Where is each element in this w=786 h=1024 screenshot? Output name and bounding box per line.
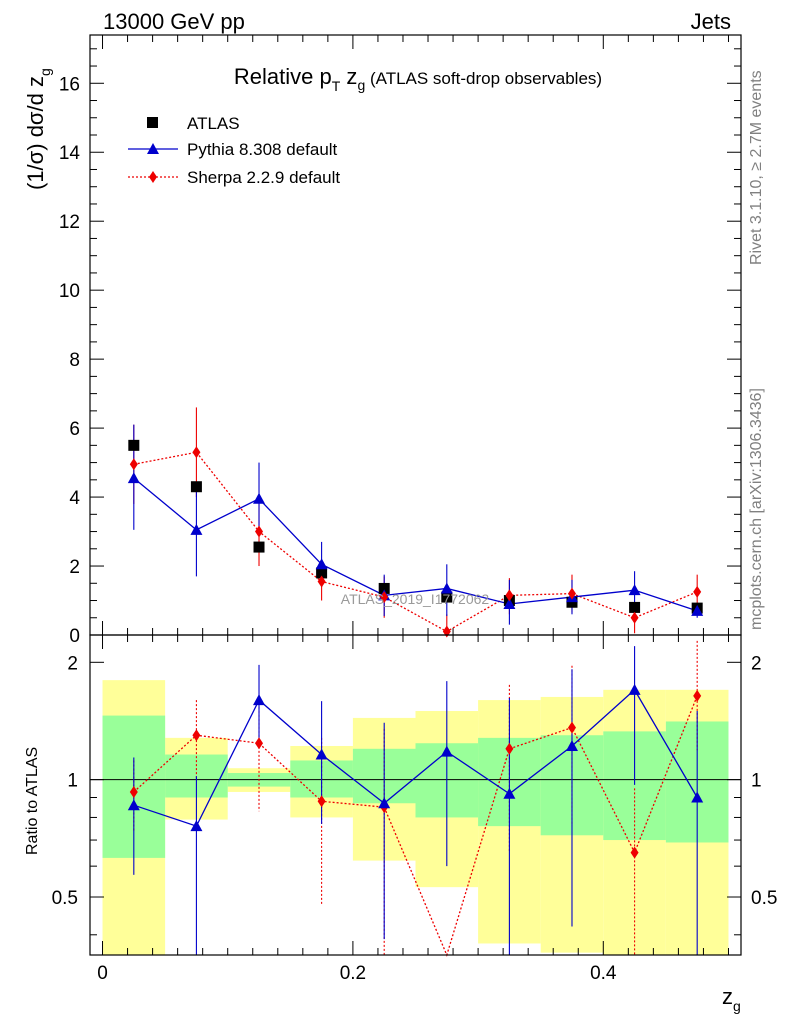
ratio-sherpa-point [567, 721, 576, 734]
ratio-pythia-line [133, 688, 698, 827]
ratio-pythia-point [565, 739, 578, 751]
x-tick-label: 0 [97, 963, 108, 984]
ylabel-sub: g [37, 68, 53, 76]
atlas-point [316, 567, 328, 579]
sherpa-point [255, 525, 264, 538]
sherpa-point [442, 625, 451, 638]
sherpa-point [129, 458, 138, 471]
main-y-tick-label: 6 [69, 419, 80, 440]
sherpa-point [693, 585, 702, 598]
main-y-tick-label: 4 [69, 488, 80, 509]
ylabel-main: (1/σ) dσ/d z [23, 76, 48, 190]
atlas-point [378, 582, 390, 594]
pythia-point [315, 558, 328, 570]
ratio-sherpa-point [129, 785, 138, 798]
main-y-tick-label: 14 [59, 143, 81, 164]
xlabel-sub: g [733, 998, 741, 1014]
main-y-tick-label: 10 [59, 281, 80, 302]
main-y-tick-label: 16 [59, 74, 80, 95]
title-sub-g: g [357, 77, 365, 93]
ratio-sherpa-point [255, 737, 264, 750]
main-y-tick-label: 0 [69, 626, 80, 647]
ratio-sherpa-point [630, 846, 639, 859]
xlabel: zg [722, 984, 741, 1014]
main-panel: 0 2 4 6 8 10 12 14 16 [59, 34, 742, 647]
ratio-pythia-point [190, 820, 203, 832]
atlas-point [566, 596, 578, 608]
pythia-point [190, 523, 203, 535]
ratio-panel: 0.5 0.5 1 1 2 2 [52, 634, 777, 957]
pythia-point [691, 604, 704, 616]
legend-atlas-label: ATLAS [187, 114, 240, 133]
mcplots-label: mcplots.cern.ch [arXiv:1306.3436] [748, 388, 765, 630]
atlas-point [253, 541, 265, 553]
ratio-pythia-point [503, 787, 516, 799]
sherpa-point [380, 591, 389, 604]
pythia-line [133, 477, 698, 612]
ratio-sherpa-point [192, 729, 201, 742]
x-tick-label: 0.4 [590, 963, 617, 984]
ratio-ylabel: Ratio to ATLAS [24, 747, 41, 855]
title-sub-t: T [332, 78, 341, 94]
atlas-point [441, 591, 453, 603]
ratio-y-tick-label: 1 [67, 771, 78, 792]
watermark-label: ATLAS_2019_I1772062 [341, 591, 490, 607]
ratio-sherpa-line [133, 695, 698, 957]
title-rest: (ATLAS soft-drop observables) [365, 69, 602, 88]
ratio-y-tick-label: 0.5 [52, 888, 78, 909]
ratio-y-tick-label-right: 1 [751, 771, 762, 792]
legend-atlas-marker [147, 117, 158, 128]
pythia-point [503, 597, 516, 609]
main-y-tick-label: 2 [69, 557, 80, 578]
ratio-y-tick-label: 2 [67, 653, 78, 674]
legend-pythia-label: Pythia 8.308 default [187, 140, 338, 159]
pythia-point [440, 582, 453, 594]
pythia-point [127, 472, 140, 484]
ratio-pythia-point [253, 694, 266, 706]
x-tick-label: 0.2 [340, 963, 366, 984]
main-ylabel: (1/σ) dσ/d zg [23, 68, 53, 190]
ratio-pythia-point [628, 683, 641, 695]
atlas-point [190, 481, 202, 493]
pythia-point [253, 492, 266, 504]
ratio-pythia-point [691, 791, 704, 803]
xlabel-main: z [722, 984, 733, 1009]
rivet-label: Rivet 3.1.10, ≥ 2.7M events [748, 70, 765, 265]
ratio-frame [89, 634, 742, 956]
sherpa-point [317, 575, 326, 588]
main-y-tick-label: 8 [69, 350, 80, 371]
ratio-pythia-point [440, 745, 453, 757]
ratio-y-tick-label-right: 2 [751, 653, 762, 674]
energy-label: 13000 GeV pp [103, 9, 245, 34]
main-y-tick-label: 12 [59, 212, 80, 233]
ratio-sherpa-point [505, 742, 514, 755]
ratio-sherpa-point [317, 795, 326, 808]
legend-sherpa-marker [149, 171, 157, 183]
pythia-point [628, 584, 641, 596]
legend: ATLAS Pythia 8.308 default Sherpa 2.2.9 … [128, 114, 340, 187]
legend-sherpa-label: Sherpa 2.2.9 default [187, 168, 340, 187]
title-main: Relative p [234, 64, 332, 89]
ratio-y-tick-label-right: 0.5 [751, 888, 777, 909]
title-z: z [340, 64, 357, 89]
sherpa-point [567, 587, 576, 600]
sherpa-line [133, 451, 698, 633]
sherpa-point [630, 611, 639, 624]
ratio-pythia-point [378, 797, 391, 809]
ratio-pythia-point [127, 799, 140, 811]
atlas-point [629, 601, 641, 613]
chart-title: Relative pT zg (ATLAS soft-drop observab… [234, 64, 602, 94]
legend-pythia-marker [147, 143, 159, 154]
sherpa-point [505, 589, 514, 602]
ratio-pythia-point [315, 748, 328, 760]
atlas-point [128, 439, 140, 451]
category-label: Jets [691, 9, 731, 34]
ratio-sherpa-point [693, 689, 702, 702]
sherpa-point [192, 446, 201, 459]
